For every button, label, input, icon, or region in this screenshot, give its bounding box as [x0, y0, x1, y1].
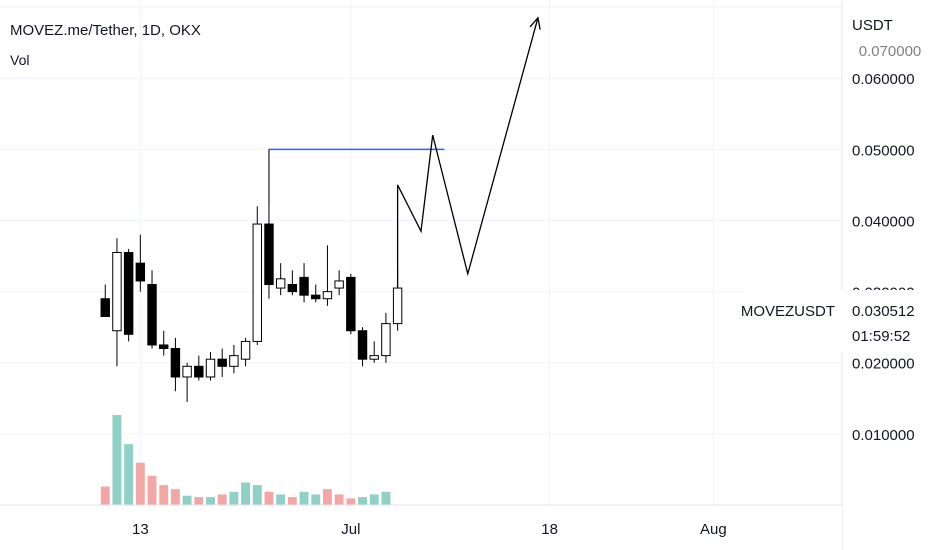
- volume-bar: [241, 482, 251, 505]
- candle-body: [275, 278, 286, 289]
- candle-body: [392, 287, 403, 325]
- candle-body: [182, 365, 192, 378]
- candle-body: [229, 355, 239, 367]
- volume-bars: [100, 415, 391, 505]
- candle-body: [135, 262, 146, 282]
- drawings[interactable]: [268, 16, 541, 289]
- candle-body: [287, 284, 298, 293]
- volume-bar: [170, 489, 180, 505]
- volume-bar: [194, 497, 204, 505]
- time-tick-label: 13: [132, 521, 149, 538]
- price-axis-bg: [842, 0, 932, 550]
- candle-body: [264, 223, 274, 286]
- countdown-label: 01:59:52: [852, 328, 910, 345]
- volume-bar: [147, 475, 157, 505]
- candle-body: [357, 330, 368, 360]
- projection-arrowhead: [529, 16, 541, 30]
- candle-body: [217, 358, 227, 367]
- candle-body: [170, 348, 181, 378]
- currency-label-bg: [846, 10, 926, 40]
- volume-bar: [311, 494, 321, 505]
- price-tick-label: 0.010000: [852, 427, 915, 444]
- candle-body: [311, 294, 321, 300]
- volume-bar: [358, 497, 367, 505]
- time-tick-label: 18: [541, 521, 558, 538]
- price-label-box: [744, 290, 930, 352]
- time-axis-bg: [0, 505, 842, 550]
- volume-bar: [100, 486, 110, 505]
- volume-indicator-label[interactable]: Vol: [10, 52, 30, 68]
- volume-bar: [112, 415, 122, 505]
- volume-bar: [206, 497, 215, 505]
- volume-bar: [252, 485, 262, 505]
- grid-lines: [0, 0, 842, 505]
- volume-bar: [334, 494, 344, 505]
- volume-bar: [323, 489, 332, 505]
- volume-bar: [264, 491, 274, 505]
- candle-body: [147, 284, 157, 346]
- candle-body: [205, 358, 216, 378]
- projection-path: [396, 17, 539, 289]
- volume-bar: [381, 491, 391, 505]
- candle-body: [252, 223, 262, 342]
- symbol-label: MOVEZUSDT: [741, 303, 835, 320]
- chart-title: MOVEZ.me/Tether, 1D, OKX: [10, 22, 201, 39]
- volume-bar: [229, 491, 239, 505]
- volume-bar: [159, 485, 169, 505]
- volume-bar: [299, 491, 309, 505]
- candle-body: [346, 276, 356, 332]
- candle-body: [334, 280, 344, 289]
- time-tick-label: Jul: [341, 521, 360, 538]
- price-tick-label: 0.060000: [852, 71, 915, 88]
- candle-body: [240, 340, 251, 360]
- candle-body: [100, 298, 110, 318]
- volume-bar: [124, 444, 134, 505]
- candle-body: [322, 291, 333, 300]
- volume-bar: [182, 495, 192, 505]
- volume-bar: [287, 497, 297, 505]
- candle-body: [112, 252, 122, 332]
- currency-label[interactable]: USDT: [852, 17, 893, 34]
- last-price-label: 0.030512: [852, 303, 915, 320]
- time-axis-ticks: 13 Jul 18 Aug: [132, 521, 727, 538]
- price-tick-label: 0.050000: [852, 142, 915, 159]
- candlesticks: [100, 149, 403, 402]
- candle-body: [369, 355, 379, 360]
- candle-body: [194, 365, 204, 378]
- candle-body: [159, 344, 169, 350]
- volume-bar: [276, 494, 286, 505]
- candle-body: [299, 276, 309, 296]
- time-tick-label: Aug: [700, 521, 727, 538]
- volume-bar: [346, 498, 356, 505]
- candle-body: [381, 323, 391, 357]
- volume-bar: [135, 462, 145, 505]
- candle-body: [123, 252, 134, 335]
- price-tick-label: 0.020000: [852, 356, 915, 373]
- volume-bar: [369, 494, 379, 505]
- cut-off-tick: 0.070000: [859, 43, 922, 60]
- volume-bar: [217, 494, 227, 505]
- price-tick-label: 0.040000: [852, 213, 915, 230]
